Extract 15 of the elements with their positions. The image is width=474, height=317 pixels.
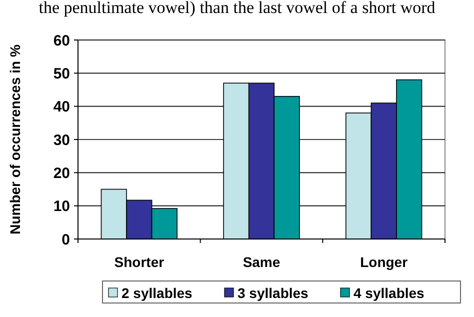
text: the penultimate vowel) than the last vowel of a short word: [38, 0, 436, 17]
legend-label: 4 syllables: [354, 284, 425, 301]
y-tick-label: 10: [53, 198, 70, 216]
y-tick-label: 60: [53, 32, 70, 50]
x-tick-label: Longer: [360, 254, 408, 270]
y-tick-label: 40: [53, 98, 70, 116]
legend-label: 2 syllables: [122, 284, 193, 301]
y-tick-label: 0: [62, 231, 70, 248]
y-tick-label: 50: [53, 65, 70, 82]
y-axis-title: Number of occurrences in %: [7, 44, 23, 234]
x-tick-label: Shorter: [114, 254, 165, 270]
y-tick-label: 30: [53, 132, 70, 149]
x-tick-label: Same: [242, 254, 280, 270]
legend-label: 3 syllables: [238, 284, 309, 301]
y-tick-label: 20: [53, 164, 70, 182]
